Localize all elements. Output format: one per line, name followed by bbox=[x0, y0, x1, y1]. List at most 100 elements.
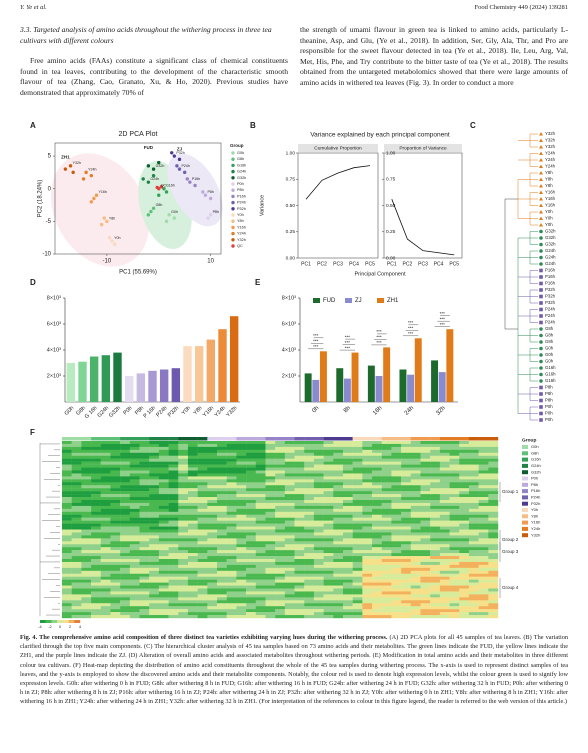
heatmap-cell bbox=[129, 500, 140, 504]
heatmap-cell bbox=[62, 585, 72, 589]
heatmap-cell bbox=[91, 485, 101, 489]
heatmap-cell bbox=[236, 529, 247, 533]
heatmap-cell bbox=[391, 532, 402, 536]
heatmap-cell bbox=[372, 470, 382, 474]
legend-swatch bbox=[522, 463, 528, 468]
heatmap-cell bbox=[158, 446, 169, 451]
heatmap-cell bbox=[401, 473, 411, 477]
heatmap-cell bbox=[304, 511, 315, 515]
heatmap-cell bbox=[255, 559, 266, 563]
heatmap-cell bbox=[71, 476, 82, 480]
heatmap-cell bbox=[313, 588, 324, 592]
heatmap-cell bbox=[323, 455, 334, 459]
heatmap-cell bbox=[410, 609, 421, 613]
heatmap-cell bbox=[62, 467, 72, 471]
heatmap-cell bbox=[488, 526, 499, 530]
heatmap-cell bbox=[62, 479, 72, 483]
heatmap-cell bbox=[81, 597, 92, 601]
bar bbox=[183, 346, 192, 402]
heatmap-cell bbox=[207, 494, 218, 498]
heatmap-cell bbox=[391, 476, 402, 480]
heatmap-cell bbox=[430, 446, 441, 451]
heatmap-cell bbox=[381, 461, 392, 465]
heatmap-cell bbox=[91, 464, 101, 468]
heatmap-cell bbox=[207, 500, 218, 504]
heatmap-cell bbox=[129, 488, 140, 492]
leaf-marker bbox=[539, 145, 543, 149]
heatmap-cell bbox=[313, 526, 324, 530]
heatmap-cell bbox=[391, 535, 402, 539]
heatmap-cell bbox=[420, 470, 431, 474]
heatmap-cell bbox=[449, 579, 460, 583]
heatmap-cell bbox=[304, 535, 315, 539]
legend-label: Y8h bbox=[531, 513, 538, 518]
heatmap-cell bbox=[197, 615, 208, 619]
heatmap-cell bbox=[401, 567, 411, 571]
heatmap-cell bbox=[459, 476, 470, 480]
heatmap-cell bbox=[265, 443, 276, 448]
heatmap-cell bbox=[459, 529, 470, 533]
heatmap-cell bbox=[333, 547, 344, 551]
heatmap-cell bbox=[217, 446, 227, 451]
leaf-label: P24h bbox=[545, 313, 556, 318]
heatmap-cell bbox=[410, 502, 421, 507]
heatmap-cell bbox=[139, 479, 150, 483]
heatmap-cell bbox=[275, 476, 286, 480]
heatmap-cell bbox=[381, 553, 392, 557]
leaf-marker bbox=[539, 177, 543, 181]
heatmap-cell bbox=[410, 467, 421, 471]
sample-strip bbox=[323, 437, 334, 441]
heatmap-cell bbox=[168, 526, 179, 530]
heatmap-cell bbox=[294, 446, 305, 451]
heatmap-cell bbox=[372, 494, 382, 498]
heatmap-cell bbox=[110, 505, 121, 510]
heatmap-cell bbox=[304, 526, 315, 530]
heatmap-cell bbox=[284, 508, 295, 512]
heatmap-cell bbox=[468, 485, 479, 489]
heatmap-cell bbox=[62, 612, 72, 616]
heatmap-cell bbox=[468, 559, 479, 563]
heatmap-cell bbox=[381, 585, 392, 589]
heatmap-cell bbox=[217, 567, 227, 571]
heatmap-cell bbox=[323, 505, 334, 510]
heatmap-cell bbox=[62, 597, 72, 601]
heatmap-cell bbox=[275, 455, 286, 459]
bar bbox=[113, 352, 122, 402]
heatmap-cell bbox=[178, 473, 189, 477]
heatmap-cell bbox=[187, 615, 198, 619]
heatmap-cell bbox=[100, 508, 111, 512]
heatmap-cell bbox=[391, 550, 402, 554]
heatmap-cell bbox=[197, 594, 208, 598]
heatmap-cell bbox=[372, 479, 382, 483]
heatmap-cell bbox=[304, 449, 315, 453]
heatmap-cell bbox=[139, 476, 150, 480]
point bbox=[107, 235, 112, 240]
heatmap-cell bbox=[381, 564, 392, 569]
heatmap-cell bbox=[129, 579, 140, 583]
heatmap-cell bbox=[158, 488, 169, 492]
heatmap-cell bbox=[217, 535, 227, 539]
heatmap-cell bbox=[284, 458, 295, 462]
x-tick-label: PC5 bbox=[365, 261, 375, 267]
heatmap-cell bbox=[158, 500, 169, 504]
point bbox=[167, 213, 171, 217]
heatmap-cell bbox=[168, 470, 179, 474]
heatmap-cell bbox=[255, 547, 266, 551]
heatmap-cell bbox=[410, 594, 421, 598]
heatmap-cell bbox=[313, 564, 324, 569]
heatmap-cell bbox=[420, 485, 431, 489]
heatmap-cell bbox=[401, 461, 411, 465]
heatmap-cell bbox=[265, 500, 276, 504]
heatmap-cell bbox=[391, 615, 402, 619]
legend-swatch bbox=[231, 244, 235, 248]
heatmap-cell bbox=[313, 529, 324, 533]
legend-swatch bbox=[231, 169, 235, 174]
heatmap-cell bbox=[333, 541, 344, 545]
heatmap-cell bbox=[265, 561, 276, 566]
heatmap-cell bbox=[265, 476, 276, 480]
heatmap-cell bbox=[381, 591, 392, 595]
heatmap-cell bbox=[62, 550, 72, 554]
heatmap-cell bbox=[430, 594, 441, 598]
bar bbox=[383, 347, 391, 402]
heatmap-cell bbox=[158, 588, 169, 592]
